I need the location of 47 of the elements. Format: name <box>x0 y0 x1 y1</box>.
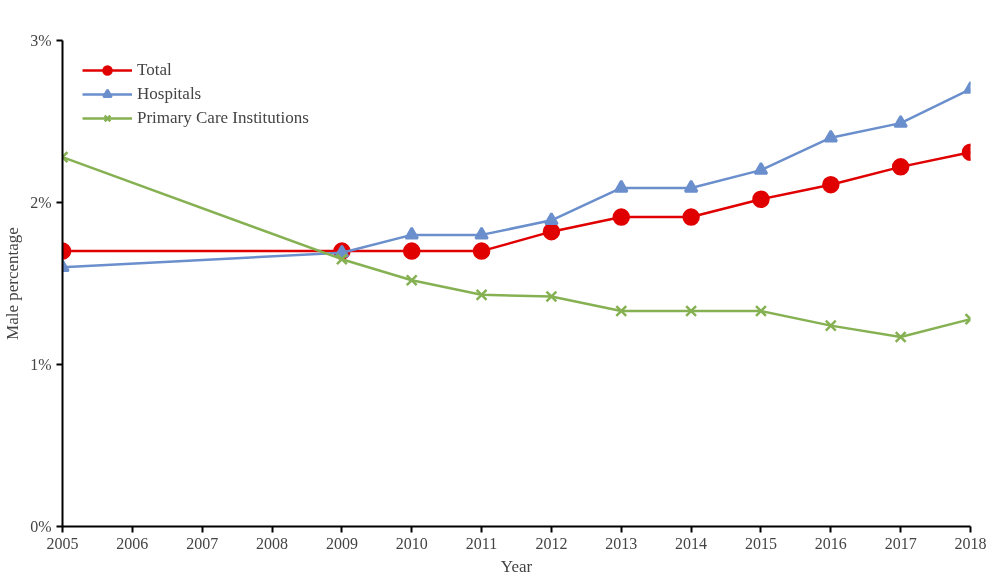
point <box>472 242 491 260</box>
y-tick-label: 1% <box>30 356 52 373</box>
x-tick-label: 2015 <box>744 534 777 552</box>
point <box>615 304 628 318</box>
x-tick-label: 2009 <box>325 534 358 552</box>
y-tick-label: 3% <box>30 32 52 49</box>
point <box>753 161 769 175</box>
point <box>405 274 418 287</box>
point <box>824 319 838 332</box>
point <box>474 226 489 240</box>
point <box>823 129 839 143</box>
legend-label: Primary Care Institutions <box>137 108 309 128</box>
x-tick-label: 2005 <box>46 534 79 552</box>
legend-label: Hospitals <box>137 84 202 104</box>
x-tick-label: 2006 <box>116 534 149 552</box>
point <box>545 290 558 303</box>
point <box>891 158 910 176</box>
point <box>752 190 770 208</box>
x-tick-label: 2007 <box>186 534 219 552</box>
point <box>612 208 631 226</box>
x-tick-label: 2010 <box>395 534 428 552</box>
x-tick-label: 2016 <box>814 534 847 552</box>
point <box>684 304 698 318</box>
x-tick-label: 2012 <box>535 534 568 552</box>
point <box>475 288 488 302</box>
y-tick-label: 2% <box>30 194 52 211</box>
point <box>894 330 907 344</box>
point <box>754 304 768 318</box>
x-tick-label: 2011 <box>465 534 498 552</box>
point <box>402 242 421 260</box>
y-tick-label: 0% <box>30 518 52 535</box>
x-tick-label: 2018 <box>954 534 987 552</box>
point <box>683 179 699 193</box>
point <box>893 114 908 128</box>
point <box>335 253 349 266</box>
x-tick-label: 2014 <box>675 534 708 552</box>
x-tick-label: 2013 <box>605 534 638 552</box>
legend-label: Total <box>137 60 172 80</box>
point <box>822 175 840 194</box>
x-axis-title: Year <box>500 556 533 576</box>
point <box>404 226 419 240</box>
point <box>614 179 629 193</box>
point <box>682 208 700 226</box>
x-tick-label: 2017 <box>884 534 917 552</box>
y-axis-title: Male percentage <box>3 227 23 340</box>
x-tick-label: 2008 <box>256 534 289 552</box>
point <box>544 212 559 226</box>
